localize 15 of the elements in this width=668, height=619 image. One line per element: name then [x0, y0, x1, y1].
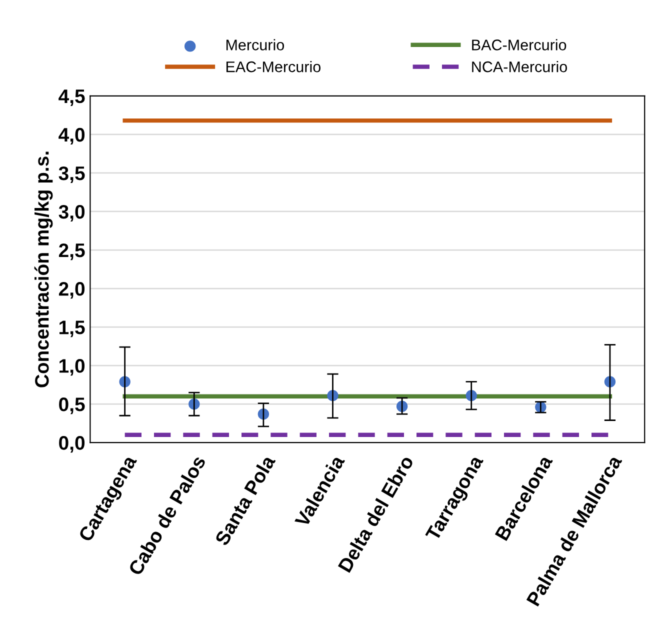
y-tick-label: 4,5: [58, 90, 85, 106]
y-tick-label: 3,5: [58, 166, 85, 184]
y-tick-label: 4,0: [58, 128, 85, 145]
y-tick-label: 2,5: [58, 243, 85, 260]
legend-label: BAC-Mercurio: [472, 39, 566, 50]
y-tick-label: 1,0: [60, 359, 85, 376]
y-tick-label: 3,0: [58, 204, 85, 222]
legend-label: Mercurio: [226, 39, 284, 50]
legend-label: NCA-Mercurio: [472, 61, 567, 72]
y-tick-label: 0,0: [59, 436, 85, 453]
y-tick-label: 1,5: [60, 320, 85, 338]
y-tick-label: 0,5: [59, 398, 85, 414]
y-axis-title: Concentración mg/kg p.s.: [34, 152, 53, 388]
y-tick-label: 2,0: [58, 282, 85, 299]
legend-label: EAC-Mercurio: [226, 61, 321, 72]
